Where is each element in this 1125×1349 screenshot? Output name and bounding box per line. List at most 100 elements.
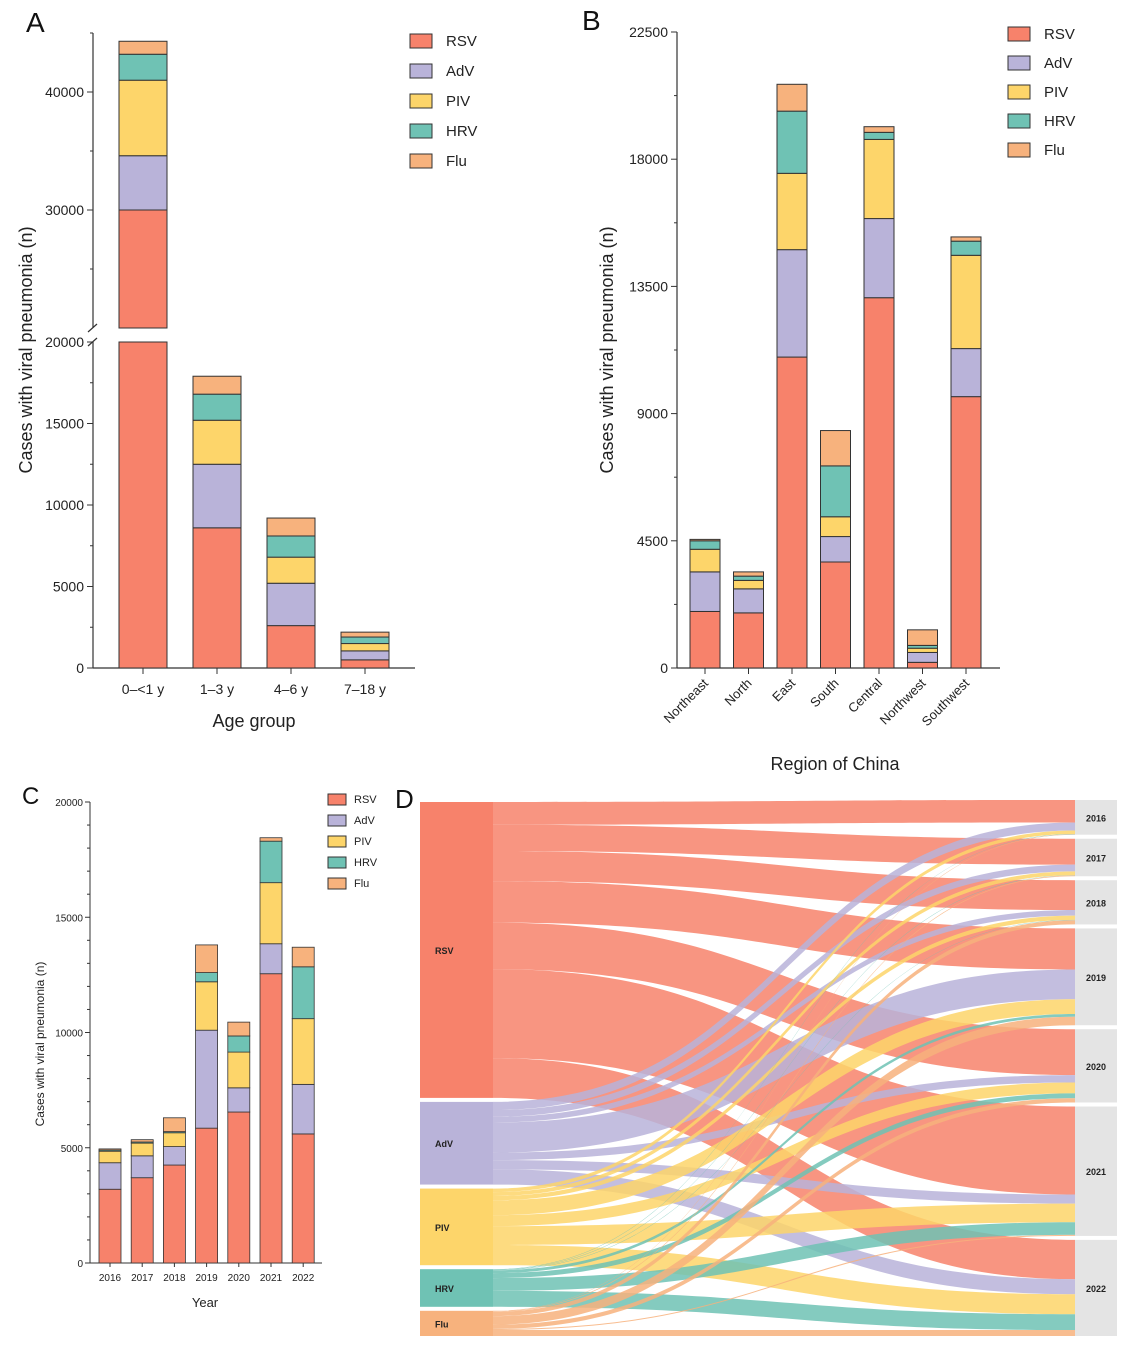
bar-segment-adv (130, 1155, 154, 1179)
bar-segment-hrv (259, 840, 283, 884)
sankey-flow-flu-2016 (493, 834, 1075, 1312)
bar-segment-flu (820, 430, 851, 467)
y-axis-label: Cases with viral pneumonia (n) (597, 226, 617, 473)
bar-segment-adv (950, 348, 982, 398)
panel-d-sankey: D RSV AdV PIV HRV Flu 2016 2017 2018 2019 2020 20… (395, 780, 1120, 1344)
sankey-flow-hrv-2017 (493, 875, 1075, 1270)
bar-segment-hrv (192, 393, 242, 421)
bar-segment-rsv (98, 1188, 122, 1264)
bar-segment-hrv (863, 131, 895, 140)
sankey-target-node-2018 (1075, 880, 1117, 925)
c-legend-swatch-rsv (327, 793, 347, 806)
sankey-source-node-piv (420, 1188, 493, 1266)
y-tick-label: 13500 (629, 278, 668, 294)
a-legend-swatch-rsv (409, 33, 433, 49)
bar-segment-piv (259, 882, 283, 945)
x-tick-label: Northeast (661, 675, 712, 726)
year-stacked-bar-chart: C Cases with viral pneumonia (n) Year 0 5… (22, 783, 378, 1310)
y-tick-label: 5000 (53, 579, 84, 595)
bar-segment-flu (950, 236, 982, 242)
sankey-flow-rsv-2021 (493, 969, 1075, 1195)
bar-segment-piv (192, 419, 242, 465)
bar-segment-flu (227, 1021, 251, 1037)
y-tick-label: 15000 (45, 416, 84, 432)
y-tick-label: 10000 (45, 497, 84, 513)
bar-segment-adv (98, 1162, 122, 1190)
y-axis-label: Cases with viral pneumonia (n) (16, 226, 36, 473)
bar-segment-hrv (118, 53, 168, 81)
bar-segment-adv (266, 582, 316, 627)
sankey-target-node-2017 (1075, 838, 1117, 877)
bar-segment-piv (195, 981, 219, 1031)
x-tick-label: Central (845, 675, 885, 715)
bar-segment-rsv (192, 527, 242, 669)
sankey-flow-hrv-2020 (493, 1093, 1075, 1279)
sankey-target-label-2020: 2020 (1086, 1062, 1106, 1072)
bar-segment-adv (340, 650, 390, 661)
bar-segment-rsv (227, 1111, 251, 1264)
sankey-flow-piv-2022 (493, 1244, 1075, 1315)
bar-segment-flu (98, 1148, 122, 1151)
bar-segment-rsv (195, 1127, 219, 1264)
b-legend-swatch-rsv (1007, 26, 1031, 42)
y-tick-label: 4500 (637, 533, 668, 549)
sankey-flow-piv-2017 (493, 871, 1075, 1197)
x-tick-label: South (807, 676, 842, 711)
x-tick-label: 4–6 y (274, 681, 308, 697)
bar-segment-hrv (820, 465, 851, 518)
b-legend-label-flu: Flu (1044, 142, 1065, 159)
bar-segment-flu (340, 631, 390, 638)
c-legend-swatch-flu (327, 877, 347, 890)
sankey-target-label-2018: 2018 (1086, 898, 1106, 908)
b-legend-label-piv: PIV (1044, 84, 1068, 101)
bar-segment-adv (863, 218, 895, 299)
sankey-flow-piv-2018 (493, 915, 1075, 1201)
bar-segment-piv (820, 516, 851, 538)
virus-year-sankey-diagram: D RSV AdV PIV HRV Flu 2016 2017 2018 2019 2020 20… (395, 784, 1117, 1336)
sankey-flow-flu-2018 (493, 920, 1075, 1317)
bar-segment-rsv (118, 341, 168, 669)
c-legend-label-rsv: RSV (354, 794, 377, 806)
bar-segment-flu (192, 375, 242, 395)
a-legend-swatch-flu (409, 153, 433, 169)
bar-segment-hrv (689, 540, 721, 550)
bar-segment-piv (950, 254, 982, 350)
bar-segment-adv (733, 588, 764, 614)
c-legend-label-flu: Flu (354, 878, 369, 890)
a-legend-swatch-hrv (409, 123, 433, 139)
bar-segment-piv (291, 1018, 315, 1085)
y-tick-label: 0 (76, 660, 84, 676)
x-tick-label: East (769, 675, 798, 704)
a-legend-label-rsv: RSV (446, 33, 477, 50)
c-legend-swatch-adv (327, 814, 347, 827)
x-tick-label: 2022 (292, 1273, 315, 1284)
bar-segment-flu (266, 517, 316, 537)
bar-segment-flu (863, 126, 895, 133)
sankey-flow-piv-2019 (493, 999, 1075, 1216)
b-legend-swatch-adv (1007, 55, 1031, 71)
c-legend-swatch-hrv (327, 856, 347, 869)
sankey-flow-hrv-2019 (493, 1013, 1075, 1274)
y-tick-label: 10000 (55, 1029, 83, 1040)
x-tick-label: 2020 (228, 1273, 251, 1284)
sankey-flow-hrv-2016 (493, 834, 1075, 1270)
age-group-stacked-bar-chart: A Cases with viral pneumonia (n) Age gro… (16, 7, 477, 731)
sankey-flow-adv-2017 (493, 864, 1075, 1117)
bar-segment-flu (162, 1117, 186, 1133)
x-tick-label: 2016 (99, 1273, 122, 1284)
sankey-source-node-hrv (420, 1269, 493, 1307)
sankey-flow-flu-2017 (493, 875, 1075, 1312)
a-legend-label-piv: PIV (446, 93, 470, 110)
axis-break-mark-upper (87, 323, 98, 333)
sankey-target-label-2019: 2019 (1086, 973, 1106, 983)
bar-segment-piv (776, 172, 808, 251)
bar-segment-adv (118, 155, 168, 211)
bar-segment-hrv (195, 972, 219, 983)
a-legend-label-adv: AdV (446, 63, 474, 80)
sankey-flow-adv-2018 (493, 910, 1075, 1123)
bar-segment-adv (195, 1029, 219, 1129)
y-tick-label: 30000 (45, 202, 84, 218)
panel-label-a: A (26, 7, 45, 38)
c-legend-label-adv: AdV (354, 815, 375, 827)
bar-segment-adv (907, 651, 938, 663)
